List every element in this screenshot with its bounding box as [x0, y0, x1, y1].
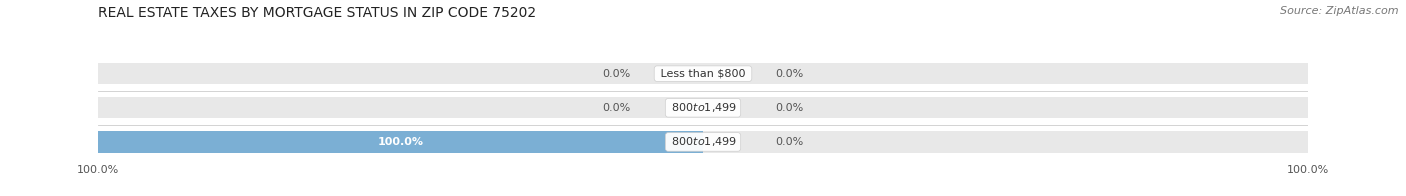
Text: $800 to $1,499: $800 to $1,499 — [668, 101, 738, 114]
Text: 0.0%: 0.0% — [602, 103, 630, 113]
Bar — [98, 131, 703, 152]
Text: Source: ZipAtlas.com: Source: ZipAtlas.com — [1281, 6, 1399, 16]
Text: $800 to $1,499: $800 to $1,499 — [668, 135, 738, 148]
Text: Less than $800: Less than $800 — [657, 69, 749, 79]
Bar — [98, 97, 1308, 118]
Bar — [98, 131, 1308, 152]
Text: REAL ESTATE TAXES BY MORTGAGE STATUS IN ZIP CODE 75202: REAL ESTATE TAXES BY MORTGAGE STATUS IN … — [98, 6, 537, 20]
Text: 0.0%: 0.0% — [602, 69, 630, 79]
Text: 100.0%: 100.0% — [378, 137, 423, 147]
Bar — [98, 63, 1308, 84]
Text: 0.0%: 0.0% — [776, 69, 804, 79]
Text: 0.0%: 0.0% — [776, 137, 804, 147]
Text: 0.0%: 0.0% — [776, 103, 804, 113]
